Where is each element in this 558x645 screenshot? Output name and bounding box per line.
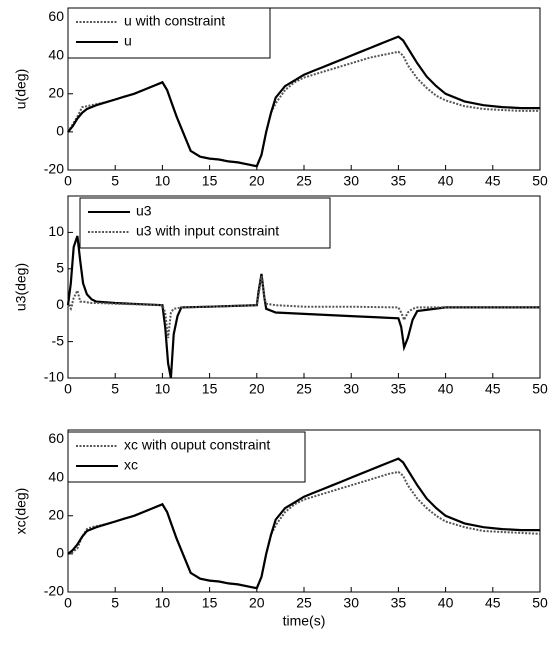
x-tick-label: 40 <box>438 595 454 611</box>
series-line <box>67 457 540 590</box>
x-tick-label: 30 <box>343 173 359 189</box>
x-tick-label: 35 <box>391 381 407 397</box>
y-tick-label: 20 <box>48 506 64 522</box>
legend-box <box>67 431 306 483</box>
x-tick-label: 15 <box>202 595 218 611</box>
y-axis-label: u3(deg) <box>13 263 29 311</box>
y-tick-label: 0 <box>56 545 64 561</box>
x-tick-label: 50 <box>532 173 548 189</box>
x-tick-label: 45 <box>485 173 501 189</box>
legend-box <box>67 7 271 59</box>
legend-label: xc <box>124 457 138 473</box>
x-tick-label: 20 <box>249 173 265 189</box>
y-tick-label: -20 <box>44 583 64 599</box>
legend-box <box>79 197 331 249</box>
x-tick-label: 45 <box>485 381 501 397</box>
x-tick-label: 50 <box>532 381 548 397</box>
x-tick-label: 10 <box>155 595 171 611</box>
y-tick-label: 60 <box>48 430 64 446</box>
x-tick-label: 45 <box>485 595 501 611</box>
y-tick-label: -5 <box>52 332 65 348</box>
legend: u with constraint u <box>67 7 271 59</box>
y-tick-label: 40 <box>48 46 64 62</box>
x-tick-label: 20 <box>249 595 265 611</box>
x-tick-label: 0 <box>64 381 72 397</box>
y-axis-label: u(deg) <box>13 69 29 109</box>
x-tick-label: 50 <box>532 595 548 611</box>
x-axis-label: time(s) <box>283 613 326 629</box>
x-tick-label: 40 <box>438 173 454 189</box>
y-tick-label: 0 <box>56 296 64 312</box>
x-tick-label: 35 <box>391 173 407 189</box>
legend: u3 u3 with input constraint <box>79 197 331 249</box>
x-tick-label: 30 <box>343 595 359 611</box>
y-tick-label: 60 <box>48 8 64 24</box>
x-tick-label: 10 <box>155 381 171 397</box>
y-tick-label: 40 <box>48 468 64 484</box>
x-tick-label: 5 <box>111 173 119 189</box>
legend-label: u <box>124 33 132 49</box>
x-tick-label: 5 <box>111 381 119 397</box>
y-axis-label: xc(deg) <box>13 488 29 535</box>
x-tick-label: 0 <box>64 595 72 611</box>
x-tick-label: 25 <box>296 173 312 189</box>
x-tick-label: 15 <box>202 381 218 397</box>
x-tick-label: 20 <box>249 381 265 397</box>
legend-label: u3 <box>136 203 152 219</box>
x-tick-label: 40 <box>438 381 454 397</box>
x-tick-label: 5 <box>111 595 119 611</box>
legend: xc with ouput constraint xc <box>67 431 306 483</box>
legend-label: xc with ouput constraint <box>124 437 270 453</box>
x-tick-label: 25 <box>296 381 312 397</box>
x-tick-label: 25 <box>296 595 312 611</box>
x-tick-label: 0 <box>64 173 72 189</box>
legend-label: u with constraint <box>124 13 225 29</box>
x-tick-label: 15 <box>202 173 218 189</box>
x-tick-label: 30 <box>343 381 359 397</box>
y-tick-label: 5 <box>56 260 64 276</box>
legend-label: u3 with input constraint <box>136 223 279 239</box>
y-tick-label: 0 <box>56 123 64 139</box>
x-tick-label: 35 <box>391 595 407 611</box>
x-tick-label: 10 <box>155 173 171 189</box>
y-tick-label: 20 <box>48 84 64 100</box>
y-tick-label: 10 <box>48 223 64 239</box>
y-tick-label: -10 <box>44 369 64 385</box>
series-line <box>67 275 540 339</box>
y-tick-label: -20 <box>44 161 64 177</box>
series-line <box>67 35 540 168</box>
